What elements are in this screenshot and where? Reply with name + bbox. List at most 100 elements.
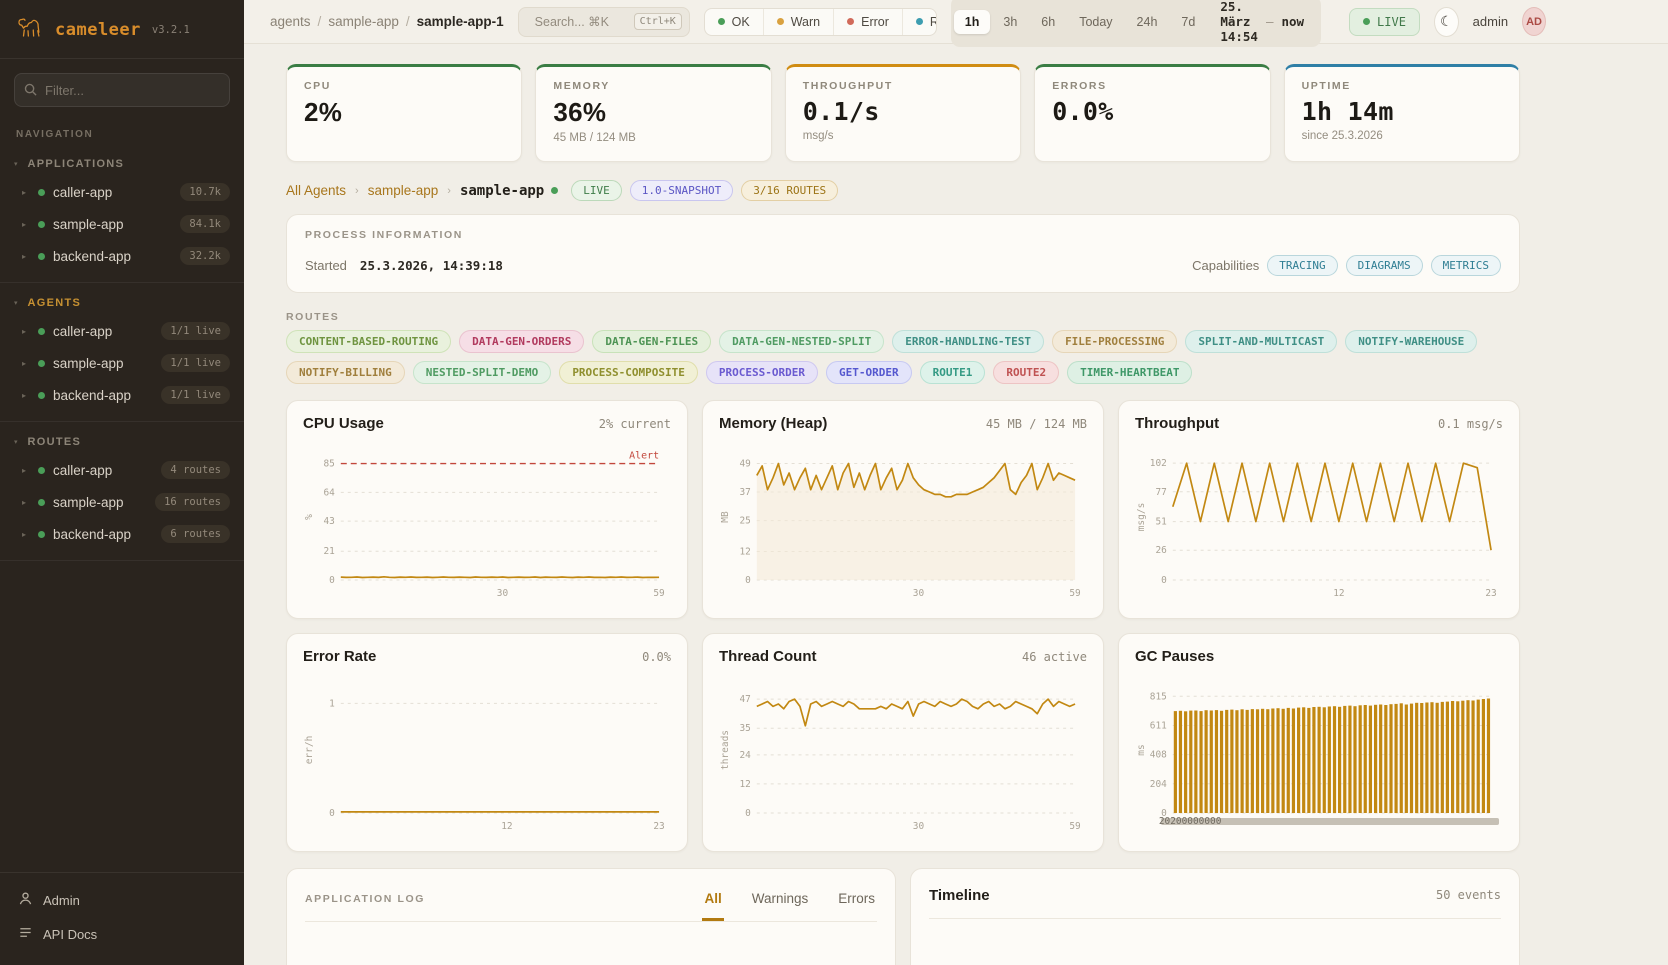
chart-title: Memory (Heap): [719, 415, 828, 432]
global-search[interactable]: Ctrl+K: [517, 6, 690, 37]
log-tab-all[interactable]: All: [702, 869, 724, 921]
stat-value: 1h 14m: [1301, 97, 1394, 126]
route-chip-split-and-multicast[interactable]: SPLIT-AND-MULTICAST: [1185, 330, 1338, 353]
time-range-24h[interactable]: 24h: [1126, 10, 1169, 34]
item-badge: 16 routes: [155, 493, 230, 511]
sidebar-item-applications-caller-app[interactable]: ▸ caller-app 10.7k: [0, 176, 244, 208]
capability-metrics: METRICS: [1430, 255, 1501, 276]
time-range-6h[interactable]: 6h: [1030, 10, 1066, 34]
chevron-right-icon: ▸: [22, 529, 27, 539]
time-range-3h[interactable]: 3h: [992, 10, 1028, 34]
svg-text:47: 47: [739, 694, 750, 705]
stat-value: 0.0%: [1052, 97, 1114, 126]
sidebar-item-routes-backend-app[interactable]: ▸ backend-app 6 routes: [0, 518, 244, 550]
sidebar-item-admin[interactable]: Admin: [0, 883, 244, 917]
route-chip-content-based-routing[interactable]: CONTENT-BASED-ROUTING: [286, 330, 452, 353]
username: admin: [1472, 14, 1509, 29]
sidebar-item-agents-caller-app[interactable]: ▸ caller-app 1/1 live: [0, 315, 244, 347]
status-filter-ok[interactable]: OK: [705, 9, 763, 35]
svg-text:12: 12: [739, 546, 750, 557]
route-chip-nested-split-demo[interactable]: NESTED-SPLIT-DEMO: [412, 361, 552, 384]
sidebar-filter: [14, 73, 230, 107]
svg-text:204: 204: [1150, 779, 1167, 790]
sidebar-item-applications-backend-app[interactable]: ▸ backend-app 32.2k: [0, 240, 244, 272]
chevron-right-icon: ▸: [22, 326, 27, 336]
route-chip-error-handling-test[interactable]: ERROR-HANDLING-TEST: [892, 330, 1045, 353]
status-filter-group: OK Warn Error Running: [703, 7, 937, 36]
route-chips: CONTENT-BASED-ROUTING DATA-GEN-ORDERS DATA…: [286, 330, 1520, 384]
svg-text:20200000000: 20200000000: [1159, 816, 1222, 827]
chevron-down-icon: ▾: [14, 439, 18, 446]
svg-text:30: 30: [497, 588, 509, 599]
svg-text:77: 77: [1155, 487, 1166, 498]
log-tab-errors[interactable]: Errors: [836, 869, 877, 921]
all-agents-link[interactable]: All Agents: [286, 183, 347, 198]
breadcrumb-agents[interactable]: agents: [270, 14, 311, 29]
item-name: sample-app: [53, 355, 124, 371]
section-label: APPLICATIONS: [27, 158, 125, 170]
search-input[interactable]: [534, 14, 627, 29]
sidebar-item-agents-backend-app[interactable]: ▸ backend-app 1/1 live: [0, 379, 244, 411]
chart-header: Thread Count 46 active: [719, 648, 1087, 665]
nav-section-applications: ▾ APPLICATIONS ▸ caller-app 10.7k ▸ sample-app…: [0, 144, 244, 283]
app-name: cameleer: [55, 19, 141, 40]
breadcrumb-current: sample-app-1: [416, 14, 504, 29]
route-chip-route2[interactable]: ROUTE2: [993, 361, 1060, 384]
route-chip-route1[interactable]: ROUTE1: [919, 361, 986, 384]
status-dot-ok: [717, 18, 725, 25]
topbar: agents / sample-app / sample-app-1 Ctrl+…: [244, 0, 1668, 47]
agent-app-link[interactable]: sample-app: [367, 183, 439, 198]
status-filter-warn[interactable]: Warn: [762, 8, 833, 35]
route-chip-get-order[interactable]: GET-ORDER: [826, 361, 912, 384]
sidebar-item-agents-sample-app[interactable]: ▸ sample-app 1/1 live: [0, 347, 244, 379]
timeline-event-count: 50 events: [1435, 888, 1501, 902]
search-icon: [24, 83, 37, 96]
sidebar-item-applications-sample-app[interactable]: ▸ sample-app 84.1k: [0, 208, 244, 240]
breadcrumb-sample-app[interactable]: sample-app: [328, 14, 399, 29]
status-filter-label: Warn: [790, 14, 821, 29]
filter-input[interactable]: [14, 73, 230, 107]
log-tab-warnings[interactable]: Warnings: [750, 869, 811, 921]
route-chip-notify-warehouse[interactable]: NOTIFY-WAREHOUSE: [1345, 330, 1478, 353]
status-filter-running[interactable]: Running: [901, 8, 936, 35]
route-chip-notify-billing[interactable]: NOTIFY-BILLING: [286, 361, 405, 384]
person-icon: [18, 891, 33, 909]
chart-plot-memory-heap-: 49 37 25 12 0 MB 30 59: [720, 458, 1081, 599]
avatar[interactable]: AD: [1522, 7, 1546, 36]
sidebar-item-routes-sample-app[interactable]: ▸ sample-app 16 routes: [0, 486, 244, 518]
time-range-7d[interactable]: 7d: [1170, 10, 1206, 34]
item-name: backend-app: [53, 526, 132, 542]
chart-title: GC Pauses: [1135, 648, 1215, 665]
log-tabs: All Warnings Errors: [702, 869, 877, 921]
item-badge: 10.7k: [180, 183, 230, 201]
item-name: sample-app: [53, 494, 124, 510]
dark-mode-toggle[interactable]: ☾: [1433, 6, 1459, 37]
time-range-today[interactable]: Today: [1068, 10, 1123, 34]
timeline-title: Timeline: [929, 887, 990, 904]
time-range-1h[interactable]: 1h: [953, 9, 991, 34]
chart-title: CPU Usage: [303, 415, 384, 432]
app-logo[interactable]: cameleer v3.2.1: [0, 0, 244, 59]
sidebar-item-routes-caller-app[interactable]: ▸ caller-app 4 routes: [0, 454, 244, 486]
route-chip-data-gen-orders[interactable]: DATA-GEN-ORDERS: [459, 330, 585, 353]
route-chip-process-order[interactable]: PROCESS-ORDER: [705, 361, 818, 384]
svg-text:Alert: Alert: [629, 451, 659, 462]
item-name: caller-app: [53, 323, 113, 339]
live-toggle[interactable]: LIVE: [1349, 7, 1420, 36]
date-range[interactable]: 25. März 14:54 — now: [1220, 0, 1305, 44]
route-chip-timer-heartbeat[interactable]: TIMER-HEARTBEAT: [1067, 361, 1193, 384]
status-filter-label: Running: [930, 15, 936, 29]
section-header-applications[interactable]: ▾ APPLICATIONS: [0, 150, 244, 176]
status-dot: [38, 498, 45, 506]
section-header-routes[interactable]: ▾ ROUTES: [0, 428, 244, 454]
stat-subtext: since 25.3.2026: [1301, 130, 1383, 142]
sidebar-item-api-docs[interactable]: API Docs: [0, 917, 244, 951]
section-header-agents[interactable]: ▾ AGENTS: [0, 289, 244, 315]
route-chip-data-gen-files[interactable]: DATA-GEN-FILES: [592, 330, 712, 353]
route-chip-process-composite[interactable]: PROCESS-COMPOSITE: [559, 361, 698, 384]
route-chip-data-gen-nested-split[interactable]: DATA-GEN-NESTED-SPLIT: [719, 330, 885, 353]
status-dot: [38, 466, 45, 474]
route-chip-file-processing[interactable]: FILE-PROCESSING: [1052, 330, 1178, 353]
live-dot: [1363, 18, 1371, 25]
status-filter-error[interactable]: Error: [833, 8, 902, 35]
